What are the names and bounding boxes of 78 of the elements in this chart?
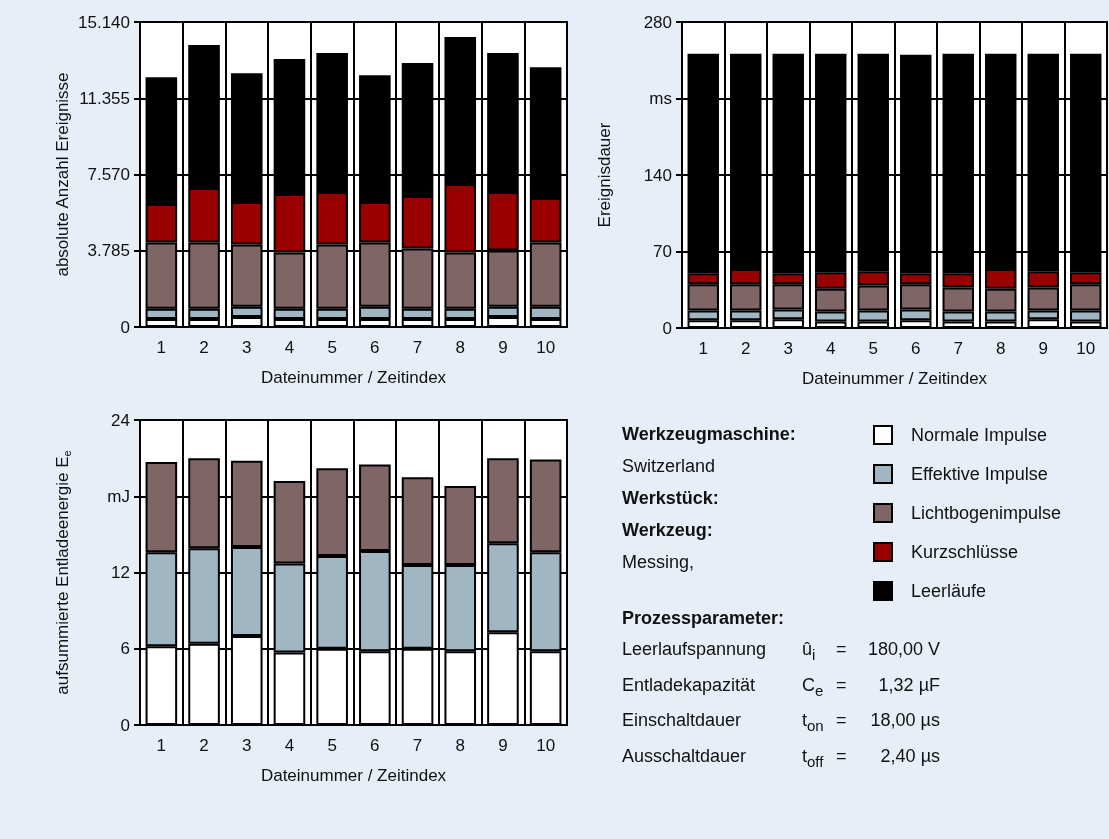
x-tick-label: 7 — [412, 338, 423, 357]
x-tick-label: 8 — [455, 338, 465, 357]
legend-label: Effektive Impulse — [911, 464, 1048, 484]
x-tick-label: 3 — [783, 339, 793, 358]
x-tick-label: 8 — [996, 339, 1006, 358]
y-tick-label: ms — [649, 89, 672, 108]
x-tick-label: 7 — [953, 339, 963, 358]
x-tick-label: 5 — [327, 338, 337, 357]
x-tick-label: 9 — [498, 736, 508, 755]
y-tick-label: 0 — [662, 318, 672, 338]
x-tick-label: 5 — [327, 736, 337, 755]
x-tick-label: 6 — [370, 736, 380, 755]
y-tick-label: mJ — [107, 486, 130, 506]
y-tick-label: 280 — [643, 12, 672, 32]
text: Werkzeugmaschine: — [622, 423, 797, 446]
y-tick-label: 7.570 — [87, 165, 130, 184]
text: = — [836, 744, 848, 768]
y-tick-label: 12 — [111, 563, 130, 582]
y-tick-label: 140 — [643, 165, 672, 185]
y-tick-label: 3.785 — [87, 241, 130, 261]
y-axis-title: Ereignisdauer — [594, 122, 614, 228]
legend-label: Normale Impulse — [911, 425, 1048, 445]
x-tick-label: 4 — [284, 736, 295, 755]
text: Entladekapazität — [622, 673, 757, 697]
x-tick-label: 3 — [242, 338, 252, 357]
text: 180,00 V — [866, 638, 940, 661]
x-tick-label: 3 — [242, 736, 252, 755]
text: = — [836, 673, 848, 697]
y-tick-label: 70 — [653, 242, 672, 261]
y-tick-label: 24 — [111, 410, 130, 430]
text: Werkzeug: — [622, 519, 714, 542]
x-tick-label: 2 — [199, 736, 209, 755]
x-tick-label: 6 — [370, 338, 380, 357]
text: C$_{e}$ — [802, 673, 825, 701]
text: 18,00 µs — [869, 709, 940, 733]
text: 1,32 µF — [877, 673, 940, 697]
text: t$_{on}$ — [802, 709, 825, 736]
y-tick-label: 11.355 — [79, 88, 130, 108]
y-tick-label: 0 — [120, 317, 130, 337]
x-tick-label: 2 — [741, 339, 751, 358]
text: Messing, — [622, 551, 696, 574]
text: Ausschaltdauer — [622, 744, 748, 768]
text: Einschaltdauer — [622, 709, 743, 733]
text: Switzerland — [622, 455, 717, 478]
x-axis-title: Dateinummer / Zeitindex — [260, 368, 447, 387]
x-tick-label: 2 — [199, 338, 209, 357]
text: Werkstück: — [622, 487, 720, 510]
text: û$_{i}$ — [802, 638, 817, 665]
legend-label: Kurzschlüsse — [911, 542, 1019, 562]
x-tick-label: 1 — [156, 736, 167, 755]
x-tick-label: 1 — [156, 338, 167, 357]
y-tick-label: 6 — [120, 639, 130, 659]
y-tick-label: 0 — [120, 715, 130, 735]
text: = — [836, 638, 848, 661]
y-tick-label: 15.140 — [78, 12, 130, 32]
x-tick-label: 4 — [826, 339, 836, 358]
x-tick-label: 6 — [911, 339, 921, 358]
x-tick-label: 8 — [455, 736, 465, 755]
x-tick-label: 5 — [868, 339, 878, 358]
x-tick-label: 4 — [284, 338, 295, 357]
y-axis-title: absolute Anzahl Ereignisse — [52, 72, 72, 277]
text: Prozessparameter: — [622, 607, 786, 630]
x-tick-label: 10 — [536, 338, 556, 357]
x-tick-label: 9 — [1038, 339, 1048, 358]
x-tick-label: 1 — [698, 339, 708, 358]
legend-label: Lichtbogenimpulse — [911, 503, 1062, 523]
x-tick-label: 10 — [1076, 339, 1096, 358]
x-axis-title: Dateinummer / Zeitindex — [801, 369, 988, 388]
text: = — [836, 709, 848, 733]
x-tick-label: 10 — [536, 736, 556, 755]
text: Leerlaufspannung — [622, 638, 768, 661]
x-tick-label: 9 — [498, 338, 508, 357]
x-axis-title: Dateinummer / Zeitindex — [260, 766, 447, 785]
x-tick-label: 7 — [412, 736, 423, 755]
text: 2,40 µs — [879, 744, 940, 768]
legend-label: Leerläufe — [911, 581, 987, 601]
y-axis-title: aufsummierte Entladeenergie Ee — [52, 450, 73, 695]
text: t$_{off}$ — [802, 744, 825, 772]
